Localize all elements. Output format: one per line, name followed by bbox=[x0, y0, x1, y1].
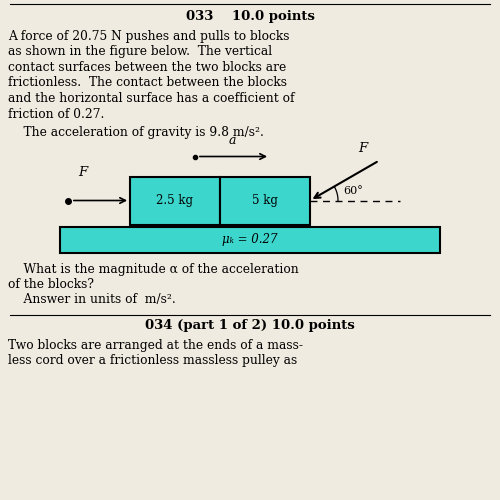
Text: 034 (part 1 of 2) 10.0 points: 034 (part 1 of 2) 10.0 points bbox=[145, 319, 355, 332]
Bar bbox=[60, 226, 440, 252]
Text: A force of 20.75 N pushes and pulls to blocks: A force of 20.75 N pushes and pulls to b… bbox=[8, 30, 290, 43]
Text: F: F bbox=[78, 166, 88, 178]
Text: a: a bbox=[229, 134, 236, 146]
Bar bbox=[220, 176, 310, 224]
Text: 2.5 kg: 2.5 kg bbox=[156, 194, 194, 207]
Text: What is the magnitude α of the acceleration: What is the magnitude α of the accelerat… bbox=[8, 262, 299, 276]
Text: as shown in the figure below.  The vertical: as shown in the figure below. The vertic… bbox=[8, 46, 272, 59]
Bar bbox=[130, 176, 220, 224]
Text: 60°: 60° bbox=[343, 186, 363, 196]
Text: Two blocks are arranged at the ends of a mass-: Two blocks are arranged at the ends of a… bbox=[8, 338, 303, 351]
Text: F: F bbox=[358, 142, 368, 156]
Text: Answer in units of  m/s².: Answer in units of m/s². bbox=[8, 294, 176, 306]
Text: 5 kg: 5 kg bbox=[252, 194, 278, 207]
Text: The acceleration of gravity is 9.8 m/s².: The acceleration of gravity is 9.8 m/s². bbox=[8, 126, 264, 139]
Text: less cord over a frictionless massless pulley as: less cord over a frictionless massless p… bbox=[8, 354, 297, 367]
Text: frictionless.  The contact between the blocks: frictionless. The contact between the bl… bbox=[8, 76, 287, 90]
Text: 033    10.0 points: 033 10.0 points bbox=[186, 10, 314, 23]
Text: contact surfaces between the two blocks are: contact surfaces between the two blocks … bbox=[8, 61, 286, 74]
Text: of the blocks?: of the blocks? bbox=[8, 278, 94, 291]
Text: friction of 0.27.: friction of 0.27. bbox=[8, 108, 104, 120]
Text: μₖ = 0.27: μₖ = 0.27 bbox=[222, 233, 278, 246]
Text: and the horizontal surface has a coefficient of: and the horizontal surface has a coeffic… bbox=[8, 92, 294, 105]
